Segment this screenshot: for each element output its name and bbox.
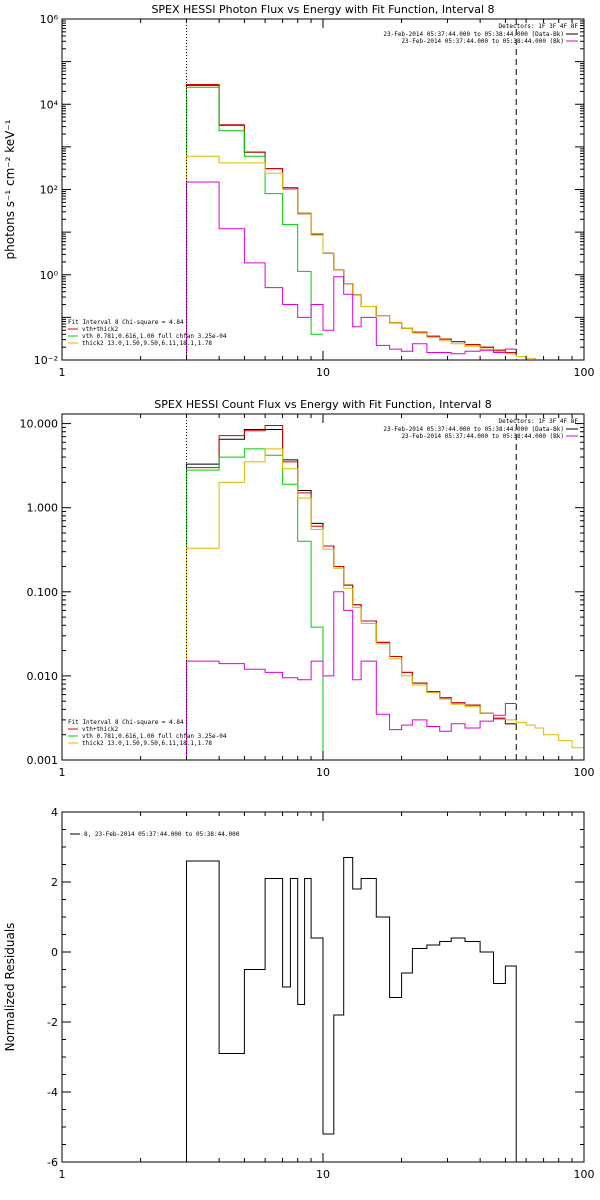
legend-entry-text: vth 0.781,0.616,1.00 full chfan 3.25e-04 (82, 733, 227, 740)
x-tick-label: 100 (574, 366, 595, 379)
legend-entry-text: 23-Feb-2014 05:37:44.000 to 05:38:44.000… (383, 426, 564, 433)
y-tick-label: 10⁰ (40, 269, 59, 282)
x-tick-label: 10 (316, 366, 330, 379)
x-tick-label: 10 (316, 1168, 330, 1181)
residuals-panel: 1 10 100 -6 -4 -2 0 2 4 Normalized Residuals 8, 23… (3, 806, 595, 1181)
x-tick-label: 1 (59, 366, 66, 379)
y-tick-label: 4 (51, 806, 58, 819)
legend-entry-text: vth 0.781,0.616,1.00 full chfan 3.25e-04 (82, 333, 227, 340)
legend-entry-text: 23-Feb-2014 05:37:44.000 to 05:38:44.000… (401, 38, 564, 45)
y-tick-label: -6 (47, 1156, 58, 1169)
series-line-4 (186, 591, 517, 760)
y-tick-label: 0.100 (27, 586, 59, 599)
series-line-3 (186, 448, 584, 760)
fit-legend-title: Fit Interval 8 Chi-square = 4.84 (68, 319, 184, 326)
y-tick-label: 10⁻² (34, 354, 58, 367)
y-tick-label: 1.000 (27, 502, 59, 515)
x-tick-label: 100 (574, 766, 595, 779)
x-tick-label: 1 (59, 1168, 66, 1181)
y-tick-label: 0.001 (27, 754, 59, 767)
legend-entry-text: vth+thick2 (82, 726, 119, 733)
x-tick-label: 1 (59, 766, 66, 779)
series-line-0 (186, 857, 517, 1162)
x-tick-label: 10 (316, 766, 330, 779)
legend-entry-text: thick2 13.0,1.50,9.50,6.11,18.1,1.78 (82, 340, 212, 347)
y-tick-label: 10⁶ (40, 13, 59, 26)
detectors-legend-title: Detectors: 1F 3F 4F 8F (499, 23, 579, 30)
y-tick-label: 10⁴ (40, 98, 59, 111)
y-tick-label: 10.000 (20, 418, 59, 431)
y-tick-label: 0.010 (27, 670, 59, 683)
legend-entry-text: thick2 13.0,1.50,9.50,6.11,18.1,1.78 (82, 740, 212, 747)
y-tick-label: 2 (51, 876, 58, 889)
y-tick-label: 10² (40, 184, 58, 197)
y-axis-label: Normalized Residuals (3, 923, 17, 1052)
y-tick-label: -4 (47, 1086, 58, 1099)
fit-legend-title: Fit Interval 8 Chi-square = 4.84 (68, 719, 184, 726)
count-flux-panel: SPEX HESSI Count Flux vs Energy with Fit… (20, 398, 595, 779)
chart-title: SPEX HESSI Count Flux vs Energy with Fit… (154, 398, 491, 411)
detectors-legend-title: Detectors: 1F 3F 4F 8F (499, 418, 579, 425)
photon-flux-panel: SPEX HESSI Photon Flux vs Energy with Fi… (3, 3, 595, 379)
legend-entry-text: 23-Feb-2014 05:37:44.000 to 05:38:44.000… (401, 433, 564, 440)
legend-entry-text: 23-Feb-2014 05:37:44.000 to 05:38:44.000… (383, 31, 564, 38)
series-line-4 (186, 181, 517, 360)
y-axis-label: photons s⁻¹ cm⁻² keV⁻¹ (3, 119, 17, 259)
chart-title: SPEX HESSI Photon Flux vs Energy with Fi… (151, 3, 494, 16)
series-line-2 (186, 86, 323, 360)
x-tick-label: 100 (574, 1168, 595, 1181)
legend-entry-text: vth+thick2 (82, 326, 119, 333)
y-tick-label: 0 (51, 946, 58, 959)
y-tick-label: -2 (47, 1016, 58, 1029)
legend-entry-text: 8, 23-Feb-2014 05:37:44.000 to 05:38:44.… (84, 831, 240, 838)
